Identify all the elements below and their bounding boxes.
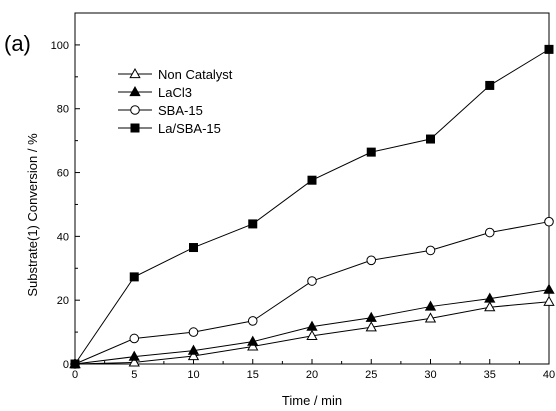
data-point-lacl3 — [424, 300, 437, 311]
data-point-lacl3 — [365, 311, 377, 322]
legend-marker-non-catalyst — [129, 67, 141, 79]
series-line-la-sba-15 — [74, 48, 550, 365]
data-point-sba-15 — [544, 216, 554, 227]
x-axis-label: Time / min — [282, 393, 342, 408]
y-tick-label: 80 — [57, 104, 69, 116]
data-point-non-catalyst — [187, 349, 200, 361]
data-point-la-sba-15 — [485, 80, 495, 90]
data-point-non-catalyst — [306, 329, 318, 341]
x-tick-label: 10 — [187, 369, 199, 381]
data-point-non-catalyst — [484, 301, 496, 312]
x-tick-label: 15 — [247, 369, 259, 381]
data-point-sba-15 — [307, 276, 317, 286]
data-point-la-sba-15 — [426, 134, 435, 144]
data-point-lacl3 — [543, 283, 555, 294]
data-point-non-catalyst — [424, 312, 437, 323]
data-point-la-sba-15 — [129, 272, 139, 282]
data-point-lacl3 — [187, 344, 200, 355]
data-point-lacl3 — [306, 320, 318, 331]
y-tick-label: 40 — [57, 231, 69, 243]
data-point-sba-15 — [366, 255, 377, 266]
legend-marker-la-sba-15 — [130, 123, 140, 133]
x-tick-label: 20 — [306, 369, 318, 381]
x-tick-label: 0 — [72, 369, 78, 381]
y-tick-label: 100 — [51, 40, 69, 52]
data-point-sba-15 — [247, 316, 258, 326]
data-point-la-sba-15 — [544, 44, 554, 54]
data-point-sba-15 — [188, 327, 199, 337]
data-point-non-catalyst — [365, 321, 377, 332]
y-tick-label: 60 — [57, 168, 69, 180]
x-tick-label: 5 — [131, 369, 137, 381]
x-tick-label: 30 — [424, 369, 436, 381]
y-tick-label: 20 — [57, 295, 69, 307]
data-point-lacl3 — [128, 350, 140, 361]
data-point-la-sba-15 — [366, 147, 376, 157]
data-point-non-catalyst — [543, 295, 555, 306]
y-tick-label: 0 — [63, 359, 69, 371]
data-point-la-sba-15 — [248, 219, 258, 229]
data-point-non-catalyst — [128, 356, 140, 367]
data-point-lacl3 — [247, 335, 259, 346]
data-point-sba-15 — [484, 227, 495, 238]
legend-label-lacl3: LaCl3 — [158, 85, 192, 100]
x-tick-label: 25 — [365, 369, 377, 381]
series-line-sba-15 — [74, 221, 550, 365]
data-point-la-sba-15 — [70, 359, 80, 369]
data-point-lacl3 — [484, 292, 496, 303]
data-point-sba-15 — [129, 333, 140, 344]
data-point-la-sba-15 — [189, 243, 198, 253]
y-axis-label: Substrate(1) Conversion / % — [25, 133, 40, 297]
panel-label: (a) — [4, 31, 31, 56]
legend-marker-sba-15 — [130, 105, 140, 115]
data-point-la-sba-15 — [307, 175, 317, 185]
x-tick-label: 40 — [543, 369, 555, 381]
plot-frame — [74, 12, 550, 365]
x-tick-label: 35 — [484, 369, 496, 381]
legend-label-la-sba-15: La/SBA-15 — [158, 121, 221, 136]
legend-marker-lacl3 — [129, 85, 141, 97]
legend-label-non-catalyst: Non Catalyst — [158, 67, 233, 82]
legend-label-sba-15: SBA-15 — [158, 103, 203, 118]
data-point-sba-15 — [425, 245, 436, 256]
